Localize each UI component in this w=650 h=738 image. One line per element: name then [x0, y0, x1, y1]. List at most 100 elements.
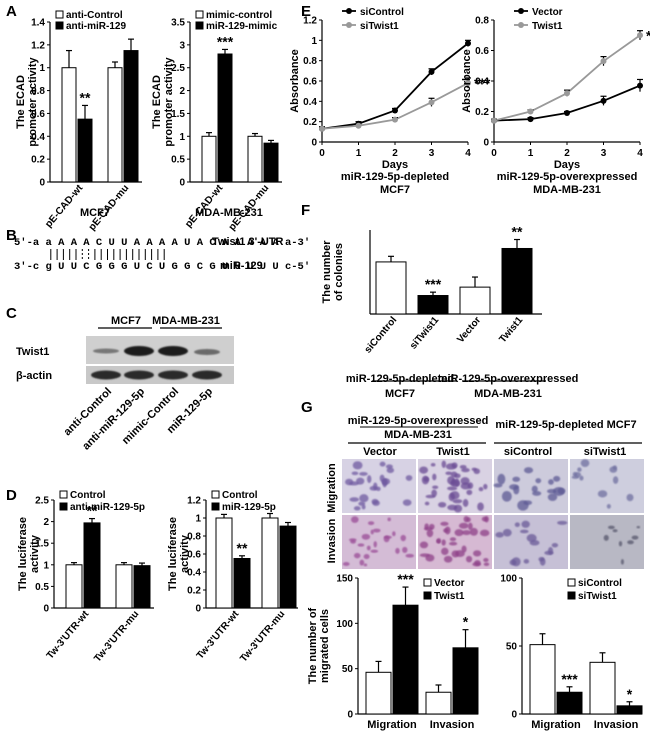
cell-blob	[369, 485, 378, 491]
cell-blob	[441, 460, 447, 468]
bar	[279, 525, 297, 609]
mir129-sequence: 3'-c g U U C G G G U C U G G C G U U U U…	[14, 261, 310, 273]
cell-blob	[597, 490, 608, 498]
cell-blob	[440, 521, 449, 526]
significance-mark: ***	[474, 75, 491, 91]
y-tick-label: 2	[43, 517, 49, 528]
chart-d-anti: 0 0.5 1 1.5 2 2.5 The luciferaseactivity Contro…	[17, 490, 154, 664]
bar	[83, 522, 101, 609]
x-tick-label: Migration	[367, 719, 417, 731]
data-point	[637, 32, 643, 39]
y-tick-label: 0.4	[187, 568, 201, 579]
legend-swatch	[55, 10, 64, 19]
x-tick-label: 3	[429, 148, 435, 159]
x-tick-label: siControl	[363, 315, 400, 356]
cell-blob	[432, 485, 439, 490]
chart-f-colonies: The numberof colonies siControl siTwist1 Ve…	[321, 224, 578, 400]
cell-blob	[483, 558, 489, 563]
cell-blob	[436, 539, 441, 544]
band-actin-lane4	[192, 370, 222, 380]
bar	[417, 295, 449, 315]
micrograph-cell-texture	[342, 459, 641, 567]
legend-swatch	[195, 10, 204, 19]
band-actin-lane1	[91, 370, 121, 380]
cell-blob	[361, 533, 371, 540]
y-tick-label: 2.5	[171, 63, 185, 74]
x-axis-label: Days	[554, 159, 580, 171]
cell-blob	[483, 483, 488, 490]
cell-blob	[430, 462, 436, 467]
twist1-utr-label: Twist1 3'-UTR	[212, 236, 284, 248]
series-line	[493, 34, 641, 122]
data-point	[600, 97, 607, 104]
cell-blob	[424, 501, 430, 506]
legend-swatch	[195, 21, 204, 30]
cell-blob	[512, 476, 521, 482]
cell-blob	[546, 488, 557, 494]
bar	[452, 647, 479, 715]
legend-marker	[518, 8, 524, 14]
band-twist1-lane3	[158, 346, 188, 356]
y-axis-label: Absorbance	[289, 49, 301, 113]
cell-blob	[447, 486, 458, 491]
cell-blob	[544, 550, 554, 556]
cell-blob	[526, 534, 537, 543]
g-col-vector: Vector	[363, 446, 397, 458]
data-point	[355, 122, 362, 129]
cell-blob	[523, 467, 534, 474]
legend-swatch	[59, 490, 68, 499]
x-tick-label: Tw-3'UTR-mu	[92, 609, 141, 665]
y-tick-label: 0.2	[187, 586, 201, 597]
legend-label: anti-miR-129-5p	[70, 502, 145, 513]
cell-blob	[367, 475, 372, 484]
cell-blob	[425, 554, 435, 562]
cell-blob	[493, 483, 503, 488]
g-row-migration: Migration	[326, 463, 338, 513]
data-point	[564, 110, 570, 117]
x-tick-label: Tw-3'UTR-mu	[238, 609, 287, 665]
cell-blob	[402, 499, 412, 506]
group-label: MDA-MB-231	[474, 388, 542, 400]
bar	[392, 604, 419, 715]
blot-group-mda: MDA-MB-231	[152, 315, 220, 327]
legend-swatch	[423, 578, 432, 587]
cell-blob	[631, 535, 639, 540]
legend-label: siTwist1	[360, 21, 399, 32]
y-tick-label: 0.5	[171, 155, 185, 166]
cell-blob	[345, 478, 354, 486]
data-point	[637, 82, 643, 89]
significance-mark: ***	[646, 27, 650, 43]
band-twist1-lane2	[124, 346, 154, 356]
bar	[529, 644, 556, 715]
legend-swatch	[567, 578, 576, 587]
panel-label-a: A	[6, 3, 17, 20]
group-label: miR-129-5p-depleted	[346, 373, 454, 385]
chart-subtitle: miR-129-5p-overexpressed	[497, 171, 638, 183]
y-tick-label: 0	[179, 178, 185, 189]
g-col-sitwist1: siTwist1	[584, 446, 627, 458]
y-tick-label: 1.5	[35, 539, 49, 550]
y-tick-label: 1	[311, 36, 317, 47]
legend-label: siTwist1	[578, 591, 617, 602]
g-group-right: miR-129-5p-depleted MCF7	[495, 419, 636, 431]
y-tick-label: 1	[195, 514, 201, 525]
g-group-left-line2: MDA-MB-231	[384, 429, 452, 441]
cell-blob	[557, 520, 568, 525]
x-tick-label: 0	[491, 148, 497, 159]
cell-blob	[539, 557, 546, 566]
x-tick-label: 4	[465, 148, 471, 159]
cell-blob	[514, 522, 520, 528]
cell-blob	[553, 475, 561, 482]
cell-blob	[468, 522, 473, 531]
y-tick-label: 1.4	[31, 18, 45, 29]
cell-blob	[370, 529, 374, 535]
cell-blob	[636, 525, 641, 529]
y-tick-label: 0.8	[303, 56, 317, 67]
cell-blob	[495, 532, 504, 538]
data-point	[465, 40, 471, 47]
cell-blob	[577, 467, 582, 472]
cell-blob	[419, 541, 429, 549]
cell-blob	[349, 538, 357, 542]
x-tick-label: Tw-3'UTR-wt	[195, 608, 242, 661]
